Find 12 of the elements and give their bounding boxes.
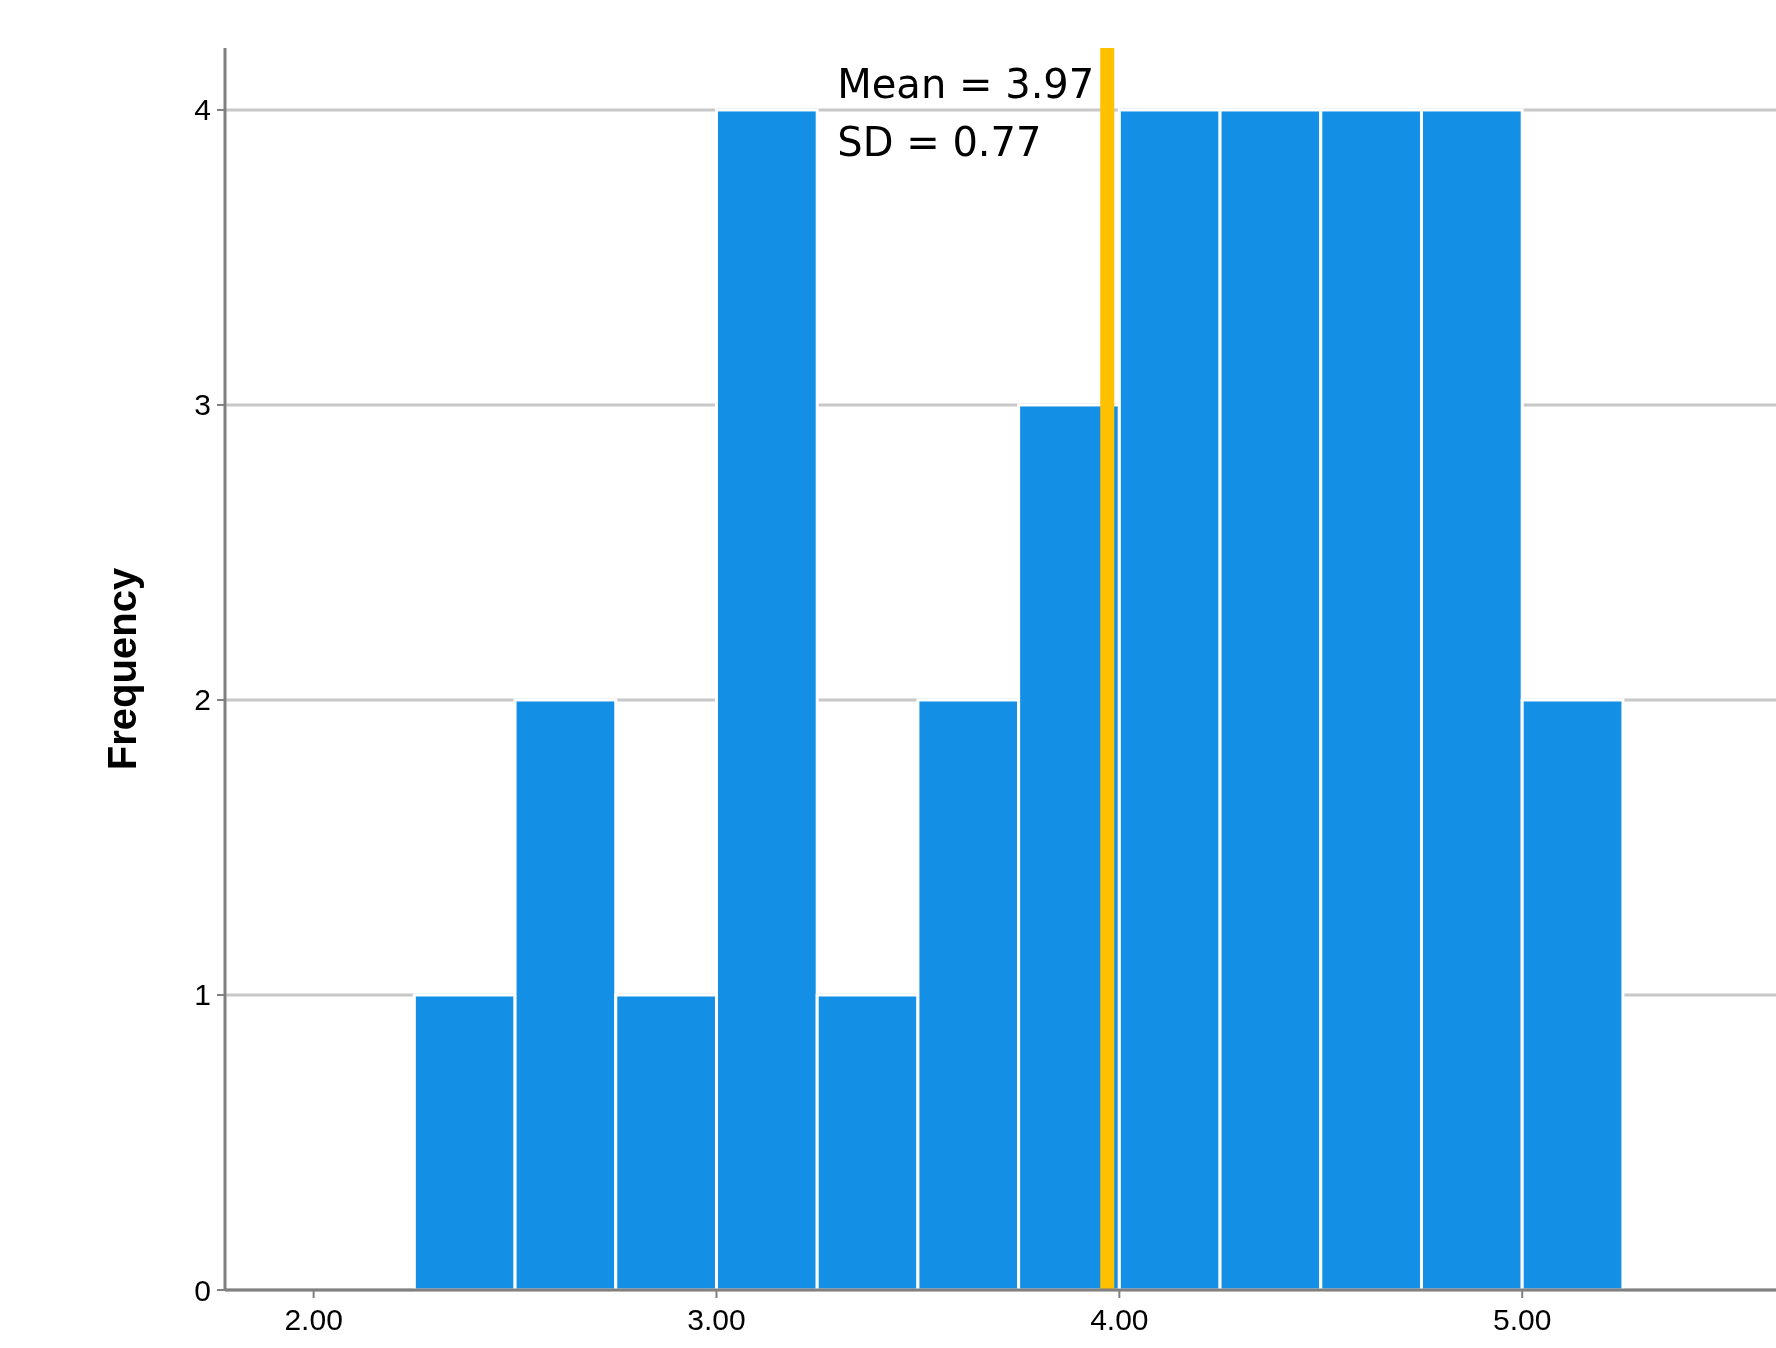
y-tick-label: 4 — [194, 93, 211, 127]
y-axis-title: Frequency — [100, 567, 144, 771]
annotation: SD = 0.77 — [837, 119, 1042, 165]
y-tick-label: 2 — [194, 683, 211, 717]
y-tick-label: 3 — [194, 388, 211, 422]
x-tick-label: 5.00 — [1493, 1303, 1552, 1336]
x-tick-label: 3.00 — [687, 1303, 746, 1336]
annotation: Mean = 3.97 — [837, 61, 1095, 107]
y-tick-label: 0 — [194, 1273, 211, 1307]
x-tick-label: 2.00 — [284, 1303, 343, 1336]
x-tick-label: 4.00 — [1090, 1303, 1149, 1336]
y-tick-label: 1 — [194, 978, 211, 1012]
